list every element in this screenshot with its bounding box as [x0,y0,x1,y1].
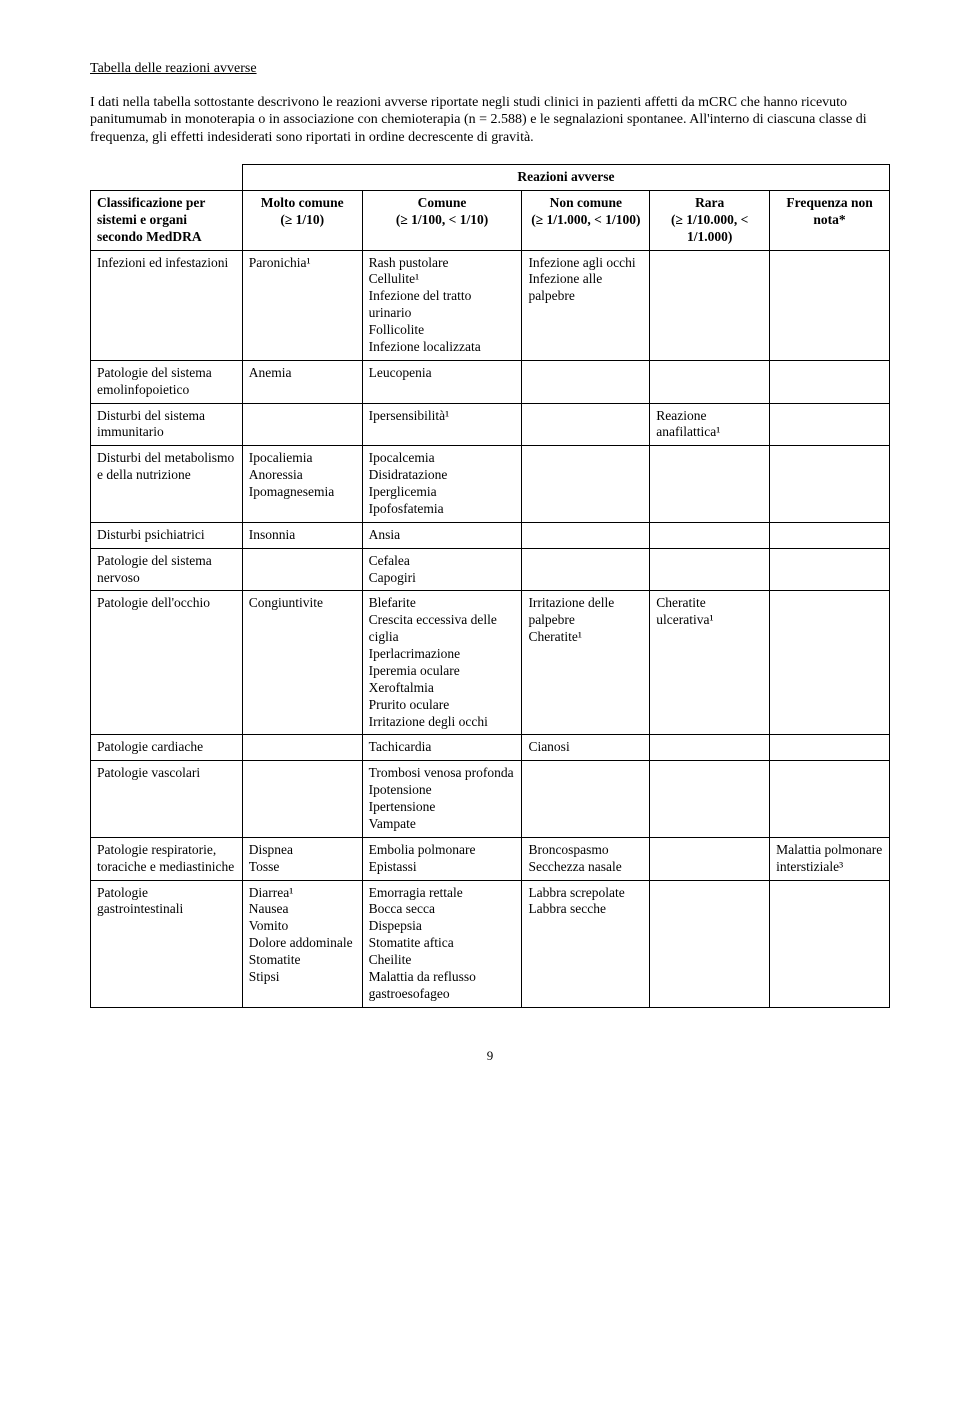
row-cell: Ipersensibilità¹ [362,403,522,446]
row-cell [650,735,770,761]
row-classification: Patologie del sistema emolinfopoietico [91,360,243,403]
header-c3b: (≥ 1/1.000, < 1/100) [531,212,640,227]
row-cell [770,360,890,403]
header-c2a: Comune [418,195,467,210]
row-cell [650,446,770,523]
row-cell [522,761,650,838]
row-cell: Insonnia [242,522,362,548]
row-cell [770,735,890,761]
intro-paragraph: I dati nella tabella sottostante descriv… [90,94,890,147]
header-comune: Comune (≥ 1/100, < 1/10) [362,190,522,250]
row-cell: IpocaliemiaAnoressiaIpomagnesemia [242,446,362,523]
row-cell [770,522,890,548]
row-cell: Cheratite ulcerativa¹ [650,591,770,735]
row-cell: Congiuntivite [242,591,362,735]
table-row: Disturbi del metabolismo e della nutrizi… [91,446,890,523]
row-cell [770,250,890,360]
row-cell [770,446,890,523]
header-classification: Classificazione per sistemi e organi sec… [91,190,243,250]
row-cell: Labbra screpolateLabbra secche [522,880,650,1007]
row-cell: Tachicardia [362,735,522,761]
row-cell: Anemia [242,360,362,403]
row-cell: BlefariteCrescita eccessiva delle ciglia… [362,591,522,735]
row-cell [242,548,362,591]
row-cell [650,250,770,360]
row-classification: Disturbi psichiatrici [91,522,243,548]
row-cell: BroncospasmoSecchezza nasale [522,837,650,880]
row-cell: DispneaTosse [242,837,362,880]
header-c4a: Rara [695,195,724,210]
table-row: Patologie gastrointestinaliDiarrea¹Nause… [91,880,890,1007]
row-cell: Trombosi venosa profondaIpotensioneIpert… [362,761,522,838]
row-cell [770,591,890,735]
row-classification: Patologie dell'occhio [91,591,243,735]
row-cell [242,735,362,761]
header-c5a: Frequenza non nota* [786,195,872,227]
row-cell: Infezione agli occhiInfezione alle palpe… [522,250,650,360]
row-cell: Emorragia rettaleBocca seccaDispepsiaSto… [362,880,522,1007]
row-cell [770,548,890,591]
row-cell [522,548,650,591]
table-row: Disturbi del sistema immunitario Ipersens… [91,403,890,446]
row-cell: Malattia polmonare interstiziale³ [770,837,890,880]
table-row: Patologie respiratorie, toraciche e medi… [91,837,890,880]
header-frequenza-non-nota: Frequenza non nota* [770,190,890,250]
table-row: Patologie dell'occhioCongiuntiviteBlefar… [91,591,890,735]
table-row: Infezioni ed infestazioniParonichia¹Rash… [91,250,890,360]
row-cell: Ansia [362,522,522,548]
row-cell [770,880,890,1007]
row-classification: Infezioni ed infestazioni [91,250,243,360]
section-title: Tabella delle reazioni avverse [90,60,890,78]
row-cell: Diarrea¹NauseaVomitoDolore addominaleSto… [242,880,362,1007]
row-cell [522,403,650,446]
row-classification: Disturbi del metabolismo e della nutrizi… [91,446,243,523]
row-cell: Cianosi [522,735,650,761]
row-cell [650,522,770,548]
row-cell: Paronichia¹ [242,250,362,360]
span-header: Reazioni avverse [242,165,889,191]
row-cell [242,403,362,446]
table-row: Patologie vascolari Trombosi venosa profo… [91,761,890,838]
row-cell: CefaleaCapogiri [362,548,522,591]
row-classification: Patologie gastrointestinali [91,880,243,1007]
row-cell: Rash pustolareCellulite¹Infezione del tr… [362,250,522,360]
table-row: Disturbi psichiatriciInsonniaAnsia [91,522,890,548]
header-c0-text: Classificazione per sistemi e organi sec… [97,195,205,244]
row-classification: Patologie del sistema nervoso [91,548,243,591]
row-cell [650,360,770,403]
page-number: 9 [90,1048,890,1064]
row-cell [522,360,650,403]
row-classification: Patologie respiratorie, toraciche e medi… [91,837,243,880]
header-non-comune: Non comune (≥ 1/1.000, < 1/100) [522,190,650,250]
table-row: Patologie del sistema nervoso CefaleaCapo… [91,548,890,591]
row-cell [650,548,770,591]
adverse-reactions-table: Reazioni avverse Classificazione per sis… [90,164,890,1008]
header-c2b: (≥ 1/100, < 1/10) [396,212,488,227]
header-c1a: Molto comune [261,195,344,210]
row-cell [770,403,890,446]
row-cell [242,761,362,838]
empty-corner [91,165,243,191]
row-cell: IpocalcemiaDisidratazioneIperglicemiaIpo… [362,446,522,523]
row-classification: Patologie cardiache [91,735,243,761]
header-c3a: Non comune [550,195,622,210]
header-rara: Rara (≥ 1/10.000, < 1/1.000) [650,190,770,250]
row-cell [650,761,770,838]
row-cell [522,446,650,523]
header-c4b: (≥ 1/10.000, < 1/1.000) [671,212,748,244]
header-c1b: (≥ 1/10) [280,212,324,227]
row-cell: Embolia polmonareEpistassi [362,837,522,880]
row-cell [522,522,650,548]
row-cell [650,880,770,1007]
table-row: Patologie del sistema emolinfopoieticoAn… [91,360,890,403]
row-cell [770,761,890,838]
header-molto-comune: Molto comune (≥ 1/10) [242,190,362,250]
table-row: Patologie cardiache TachicardiaCianosi [91,735,890,761]
row-classification: Patologie vascolari [91,761,243,838]
row-cell: Reazione anafilattica¹ [650,403,770,446]
row-cell: Leucopenia [362,360,522,403]
row-classification: Disturbi del sistema immunitario [91,403,243,446]
row-cell [650,837,770,880]
row-cell: Irritazione delle palpebreCheratite¹ [522,591,650,735]
